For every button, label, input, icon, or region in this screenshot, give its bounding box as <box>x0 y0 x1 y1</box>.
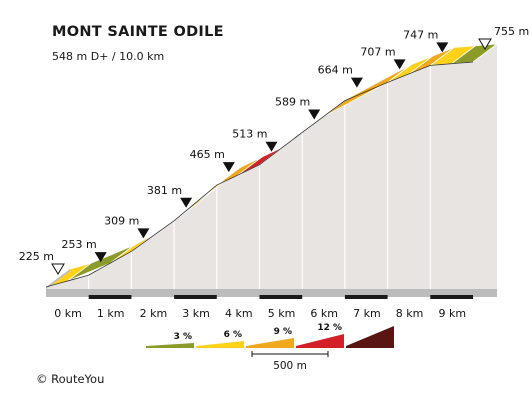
elevation-label: 465 m <box>190 148 225 161</box>
start-marker <box>51 263 65 275</box>
axis-km-block <box>430 295 473 299</box>
elevation-label: 309 m <box>104 214 139 227</box>
gradient-legend: 3 % 6 % 9 % 12 % 500 m <box>146 323 394 372</box>
legend-swatch <box>196 341 244 348</box>
elevation-marker <box>137 228 150 239</box>
elevation-label: 707 m <box>360 45 395 58</box>
legend-swatch <box>346 326 394 348</box>
profile-front-edge <box>45 61 474 288</box>
axis-km-block <box>344 295 388 299</box>
elevation-marker <box>222 162 235 173</box>
distance-axis-layer: 0 km 1 km 2 km 3 km 4 km 5 km 6 km 7 km 8 km 9 km <box>46 289 497 320</box>
legend-swatch <box>246 338 294 348</box>
km-tick-label: 3 km <box>182 307 210 320</box>
axis-km-block <box>259 295 303 299</box>
elevation-label: 747 m <box>403 28 438 41</box>
legend-swatch <box>296 334 344 348</box>
legend-label: 9 % <box>274 327 292 337</box>
elevation-marker <box>265 141 278 152</box>
axis-km-block <box>174 295 217 299</box>
chart-title: MONT SAINTE ODILE <box>52 24 224 40</box>
km-tick-label: 7 km <box>353 307 381 320</box>
elevation-marker <box>350 77 363 88</box>
profile-end-cap <box>46 269 70 289</box>
profile-side-layer <box>46 44 497 289</box>
elevation-label: 513 m <box>232 128 267 141</box>
km-tick-label: 2 km <box>140 307 168 320</box>
chart-subtitle: 548 m D+ / 10.0 km <box>52 50 165 63</box>
gradient-ribbon-layer <box>45 43 499 289</box>
elevation-marker <box>94 252 107 263</box>
legend-label: 12 % <box>317 323 342 333</box>
elevation-label: 664 m <box>318 64 353 77</box>
km-tick-label: 5 km <box>268 307 296 320</box>
elevation-label: 589 m <box>275 95 310 108</box>
km-tick-label: 4 km <box>225 307 253 320</box>
legend-label: 6 % <box>224 330 242 340</box>
km-tick-label: 6 km <box>310 307 338 320</box>
elevation-label: 225 m <box>19 250 54 263</box>
km-tick-label: 1 km <box>97 307 125 320</box>
legend-swatch <box>146 343 194 348</box>
elevation-marker <box>436 42 449 53</box>
km-tick-label: 8 km <box>396 307 424 320</box>
end-marker <box>478 38 492 50</box>
profile-side-face <box>46 44 497 289</box>
elevation-label: 381 m <box>147 184 182 197</box>
legend-label: 3 % <box>174 332 192 342</box>
elevation-label: 755 m <box>494 25 529 38</box>
elevation-marker <box>393 59 406 70</box>
elevation-marker <box>180 197 193 208</box>
axis-km-block <box>88 295 132 299</box>
elevation-markers-layer: 225 m 253 m 309 m 381 m 465 m 513 m 589 m 664 m… <box>19 25 529 275</box>
km-tick-label: 0 km <box>54 307 82 320</box>
km-tick-label: 9 km <box>439 307 467 320</box>
elevation-label: 253 m <box>61 238 96 251</box>
legend-scale-label: 500 m <box>273 360 307 372</box>
elevation-marker <box>308 109 321 120</box>
routeyou-credit: © RouteYou <box>36 372 105 386</box>
